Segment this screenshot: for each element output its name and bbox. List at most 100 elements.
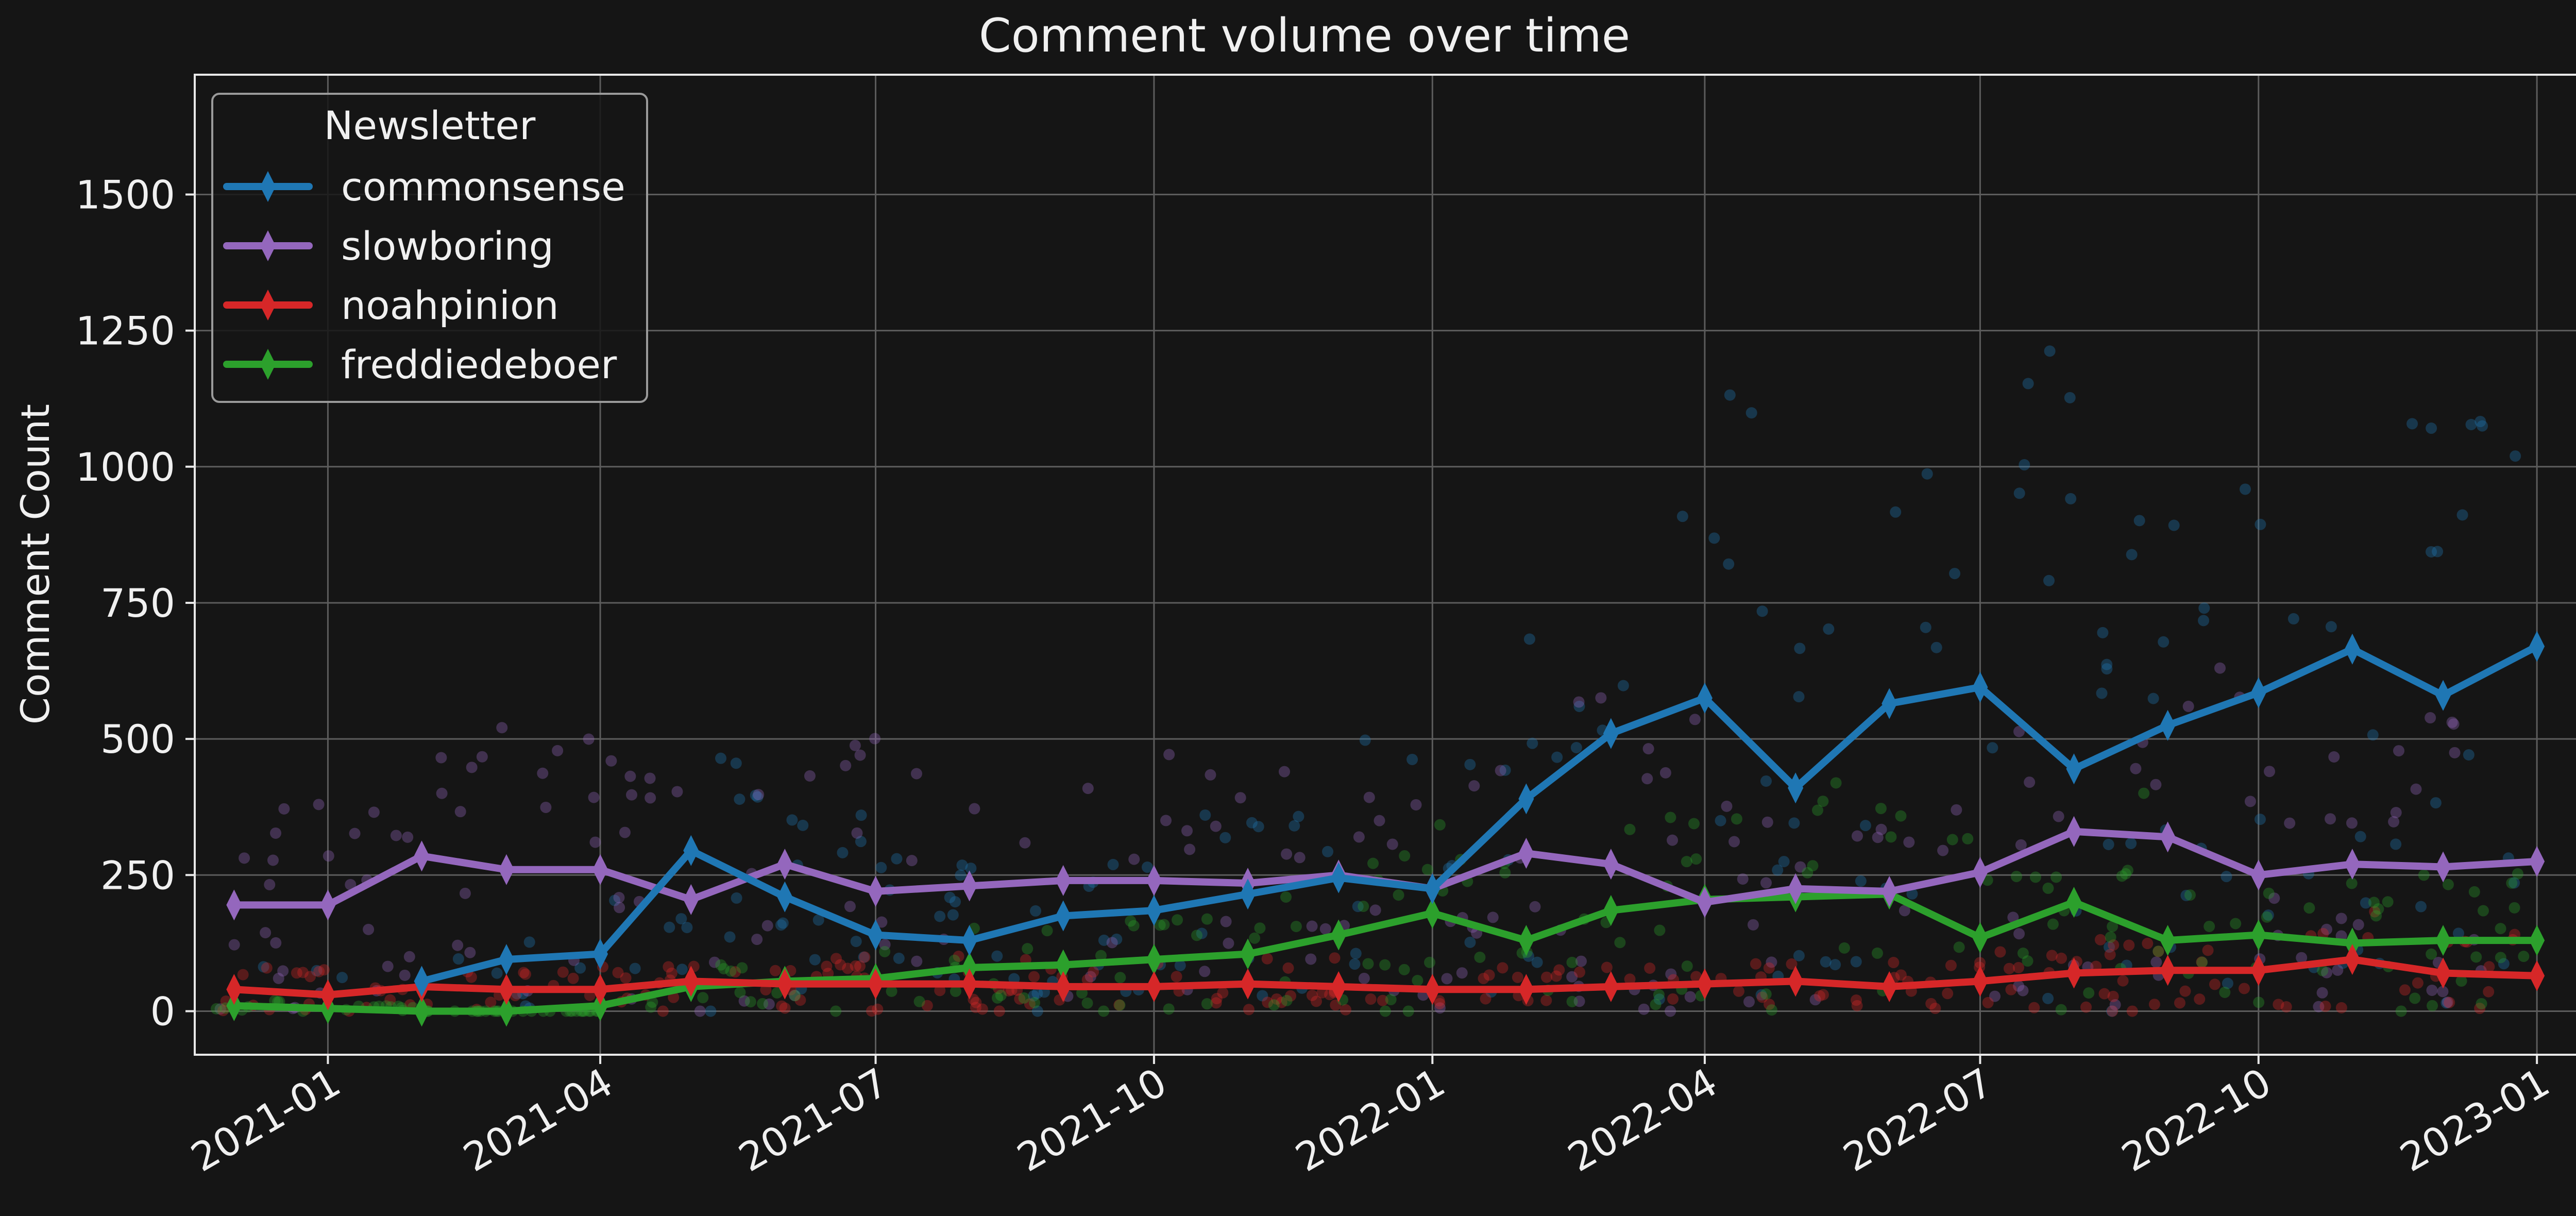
post-point (1464, 758, 1476, 770)
post-point (1875, 823, 1887, 835)
post-point (1654, 924, 1666, 936)
post-point (1551, 751, 1563, 763)
post-point (1573, 696, 1585, 708)
post-point (1760, 988, 1772, 1000)
post-point (730, 757, 742, 769)
post-point (1667, 834, 1679, 846)
marker-commonsense (1788, 772, 1804, 804)
post-point (753, 789, 765, 801)
post-point (1760, 775, 1772, 787)
post-point (1385, 993, 1397, 1005)
marker-commonsense (498, 944, 514, 975)
post-point (1778, 856, 1790, 868)
post-point (1480, 993, 1492, 1005)
post-point (1903, 836, 1915, 848)
post-point (934, 910, 946, 922)
post-point (956, 859, 968, 871)
post-point (2406, 418, 2418, 430)
marker-slowboring (320, 889, 336, 921)
marker-slowboring (961, 870, 977, 902)
post-point (1456, 967, 1468, 979)
post-point (1028, 971, 1040, 983)
post-point (2446, 716, 2458, 728)
post-point (724, 931, 736, 943)
post-point (1310, 995, 1322, 1007)
post-point (2468, 886, 2480, 898)
post-point (2013, 487, 2025, 499)
marker-commonsense (1603, 718, 1619, 749)
marker-commonsense (2160, 710, 2176, 741)
post-point (1859, 820, 1871, 832)
post-point (1114, 999, 1126, 1011)
post-point (399, 969, 411, 981)
post-point (2477, 420, 2488, 432)
post-point (1271, 993, 1283, 1005)
marker-freddiedeboer (226, 990, 242, 1021)
post-point (835, 959, 846, 971)
post-point (1367, 857, 1379, 869)
y-tick-label: 1500 (76, 172, 175, 217)
post-point (794, 994, 806, 1006)
post-point (2194, 993, 2206, 1005)
marker-freddiedeboer (2529, 925, 2545, 956)
post-point (1688, 818, 1700, 830)
post-point (2107, 990, 2119, 1002)
post-point (1219, 832, 1231, 843)
post-point (2390, 838, 2402, 850)
post-point (1205, 769, 1216, 781)
post-point (2410, 783, 2422, 795)
post-point (921, 1000, 933, 1011)
post-point (1573, 700, 1585, 712)
post-point (1566, 971, 1578, 983)
post-point (850, 960, 861, 972)
post-point (2395, 1005, 2407, 1017)
post-point (519, 968, 531, 980)
post-point (2222, 977, 2233, 989)
post-point (744, 996, 756, 1008)
post-point (1353, 831, 1365, 843)
post-point (1895, 810, 1907, 822)
post-point (2455, 975, 2467, 987)
post-point (875, 862, 887, 873)
post-point (991, 950, 1003, 962)
post-point (1850, 956, 1862, 968)
post-point (1659, 767, 1671, 779)
post-point (464, 947, 476, 958)
marker-slowboring (2529, 846, 2545, 877)
post-point (2388, 816, 2400, 827)
post-point (944, 891, 956, 903)
post-point (1024, 998, 1036, 1010)
post-point (2024, 776, 2036, 788)
post-point (1737, 873, 1749, 885)
series-lines (226, 631, 2545, 1027)
marker-noahpinion (2160, 955, 2176, 986)
post-point (459, 887, 471, 899)
post-point (217, 1005, 229, 1017)
post-point (1850, 994, 1862, 1006)
marker-freddiedeboer (961, 952, 977, 983)
post-point (1728, 836, 1740, 848)
post-point (789, 990, 801, 1002)
post-point (1830, 777, 1842, 789)
post-point (605, 755, 617, 767)
post-point (1708, 532, 1720, 544)
post-point (1820, 956, 1832, 968)
marker-noahpinion (2066, 957, 2082, 989)
post-point (804, 770, 816, 782)
legend-label-noahpinion: noahpinion (341, 282, 559, 328)
post-point (2354, 831, 2366, 842)
marker-slowboring (1788, 873, 1804, 904)
post-point (237, 969, 249, 981)
post-point (264, 879, 276, 890)
post-point (323, 850, 334, 862)
post-point (619, 826, 631, 838)
marker-slowboring (683, 884, 699, 915)
marker-commonsense (1425, 873, 1440, 904)
post-point (797, 819, 809, 831)
post-point (2184, 889, 2196, 901)
post-point (1512, 971, 1523, 983)
post-point (1690, 853, 1702, 865)
post-point (2261, 911, 2273, 923)
post-point (1745, 407, 1757, 419)
post-point (1374, 815, 1385, 826)
